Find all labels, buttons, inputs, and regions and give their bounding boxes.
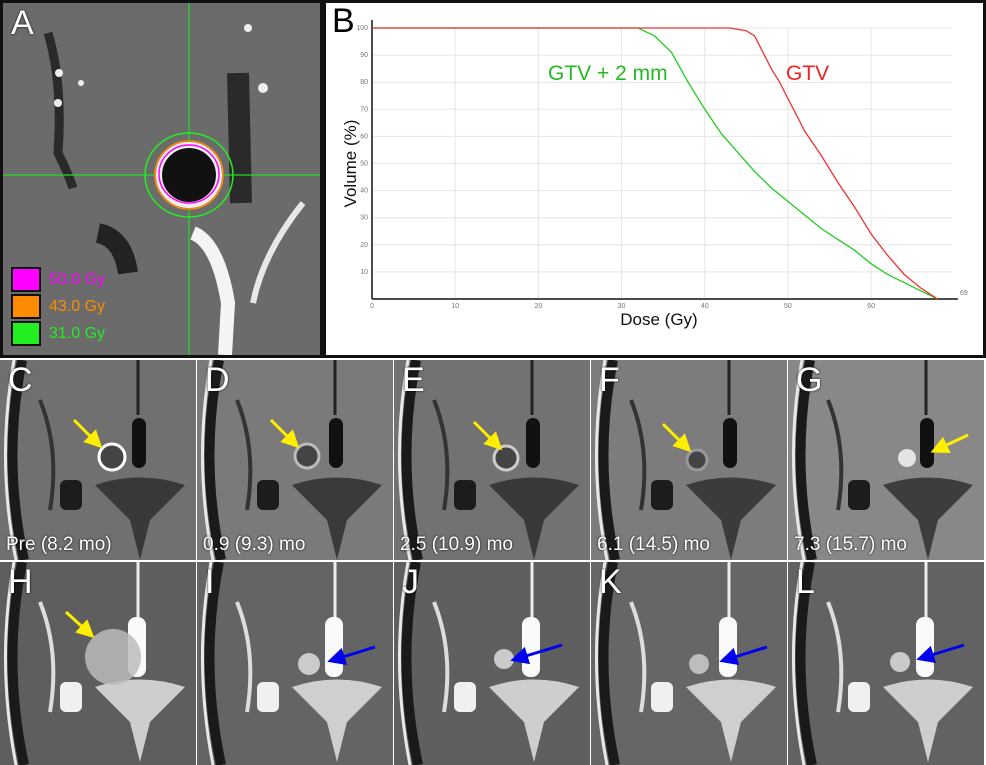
dvh-plot: 10 20 30 40 50 60 70 80 90 100 0 10 20 30 40 50 60 69 Dose… [341, 20, 968, 329]
y-tick-label: 60 [360, 133, 368, 140]
panel-d-mri: D 0.9 (9.3) mo [197, 360, 393, 560]
y-tick-label: 90 [360, 52, 368, 59]
isodose-legend: 50.0 Gy 43.0 Gy 31.0 Gy [11, 266, 105, 347]
mri-image [791, 360, 973, 560]
legend-swatch-orange [11, 294, 41, 319]
panel-g-mri: G 7.3 (15.7) mo [788, 360, 984, 560]
panel-letter: I [205, 563, 215, 601]
panel-c-mri: C Pre (8.2 mo) [0, 360, 196, 560]
x-tick-label: 40 [701, 303, 709, 310]
gtv-curve [372, 27, 939, 300]
x-tick-label: 50 [784, 303, 792, 310]
panel-letter: D [205, 361, 230, 399]
yellow-arrow-icon [64, 610, 95, 639]
y-tick-label: 10 [360, 269, 368, 276]
isodose-31gy [144, 132, 234, 218]
legend-item: 50.0 Gy [11, 266, 105, 293]
mri-image [791, 562, 973, 765]
panel-a-isodose-mri: A 50.0 Gy 43.0 Gy 31.0 Gy [0, 0, 323, 358]
x-tick-label: 10 [451, 303, 459, 310]
legend-label: 43.0 Gy [49, 297, 106, 315]
x-end-label: 69 [960, 290, 968, 297]
panel-b-dvh-chart: 10 20 30 40 50 60 70 80 90 100 0 10 20 30 40 50 60 69 Dose… [323, 0, 986, 358]
y-tick-label: 100 [356, 25, 368, 32]
isodose-image [3, 3, 320, 355]
panel-l-mri: L [788, 562, 984, 765]
mri-image [397, 360, 579, 560]
y-tick-label: 70 [360, 106, 368, 113]
panel-caption: 7.3 (15.7) mo [794, 534, 907, 555]
mri-image [200, 360, 382, 560]
panel-letter: B [332, 2, 355, 40]
y-tick-label: 50 [360, 161, 368, 168]
blue-arrow-icon [510, 643, 563, 665]
mri-image [594, 562, 776, 765]
panel-letter: K [599, 563, 622, 601]
mri-image [397, 562, 579, 765]
panel-e-mri: E 2.5 (10.9) mo [394, 360, 590, 560]
gtv-annotation: GTV [786, 62, 829, 85]
y-tick-label: 30 [360, 215, 368, 222]
yellow-arrow-icon [72, 418, 103, 449]
legend-swatch-green [11, 321, 41, 346]
blue-arrow-icon [327, 645, 376, 666]
legend-item: 31.0 Gy [11, 320, 105, 347]
y-axis-label: Volume (%) [341, 120, 360, 208]
blue-arrow-icon [719, 645, 768, 666]
panel-letter: C [8, 361, 33, 399]
gtv-plus-2mm-curve [372, 27, 938, 300]
x-tick-label: 60 [867, 303, 875, 310]
panel-letter: E [402, 361, 425, 399]
panel-letter: H [8, 563, 33, 601]
legend-label: 50.0 Gy [49, 270, 106, 288]
panel-letter: F [599, 361, 620, 399]
legend-swatch-magenta [11, 267, 41, 292]
panel-caption: 2.5 (10.9) mo [400, 534, 513, 555]
y-tick-label: 20 [360, 242, 368, 249]
panel-letter: L [796, 563, 815, 601]
panel-j-mri: J [394, 562, 590, 765]
legend-item: 43.0 Gy [11, 293, 105, 320]
mri-image [3, 360, 185, 560]
x-tick-label: 30 [618, 303, 626, 310]
gtv-plus-2mm-annotation: GTV + 2 mm [548, 62, 668, 85]
panel-caption: 0.9 (9.3) mo [203, 534, 306, 555]
panel-h-mri: H [0, 562, 196, 765]
panel-letter: G [796, 361, 823, 399]
yellow-arrow-icon [930, 433, 969, 454]
blue-arrow-icon [916, 643, 965, 664]
x-tick-label: 0 [370, 303, 374, 310]
mri-image [200, 562, 382, 765]
yellow-arrow-icon [661, 422, 692, 453]
y-tick-label: 40 [360, 188, 368, 195]
x-tick-label: 20 [534, 303, 542, 310]
y-tick-label: 80 [360, 79, 368, 86]
yellow-arrow-icon [472, 420, 503, 451]
mri-image [3, 562, 185, 765]
isodose-43gy [154, 140, 224, 210]
panel-k-mri: K [591, 562, 787, 765]
mri-image [594, 360, 776, 560]
panel-letter: A [11, 4, 34, 42]
panel-caption: 6.1 (14.5) mo [597, 534, 710, 555]
panel-f-mri: F 6.1 (14.5) mo [591, 360, 787, 560]
legend-label: 31.0 Gy [49, 324, 106, 342]
yellow-arrow-icon [269, 418, 300, 449]
panel-caption: Pre (8.2 mo) [6, 534, 112, 555]
x-axis-label: Dose (Gy) [620, 310, 697, 329]
panel-letter: J [402, 563, 419, 601]
isodose-50gy [158, 144, 220, 204]
panel-i-mri: I [197, 562, 393, 765]
